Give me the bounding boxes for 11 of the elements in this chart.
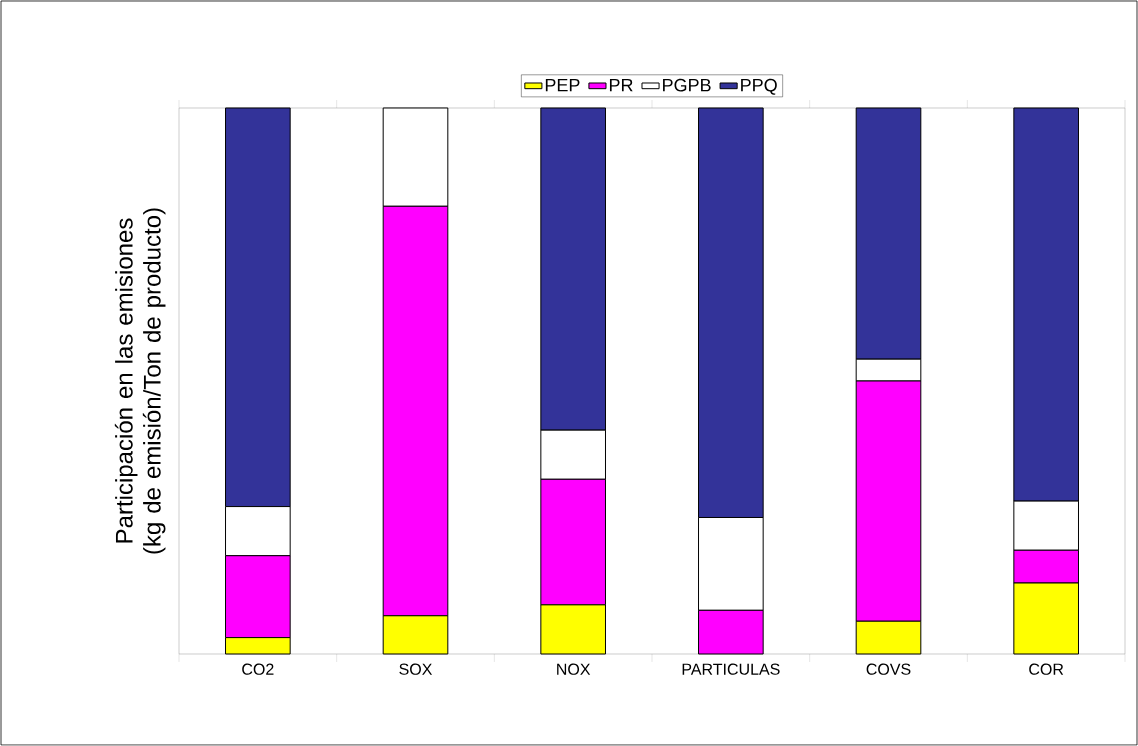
x-tick-label: PARTICULAS xyxy=(682,663,780,675)
legend-label: PR xyxy=(609,78,633,92)
x-tick-label: COR xyxy=(1029,663,1064,675)
x-tick-label: CO2 xyxy=(242,663,274,675)
legend-label: PPQ xyxy=(741,78,777,95)
x-tick-label: SOX xyxy=(399,663,433,675)
y-axis-title: Participación en las emisiones (kg de emisión/Ton de producto) xyxy=(114,208,166,554)
x-tick-label: NOX xyxy=(557,663,591,675)
legend-label: PGPB xyxy=(663,78,711,92)
x-tick-label: COVS xyxy=(866,663,911,675)
legend-label: PEP xyxy=(545,78,580,92)
